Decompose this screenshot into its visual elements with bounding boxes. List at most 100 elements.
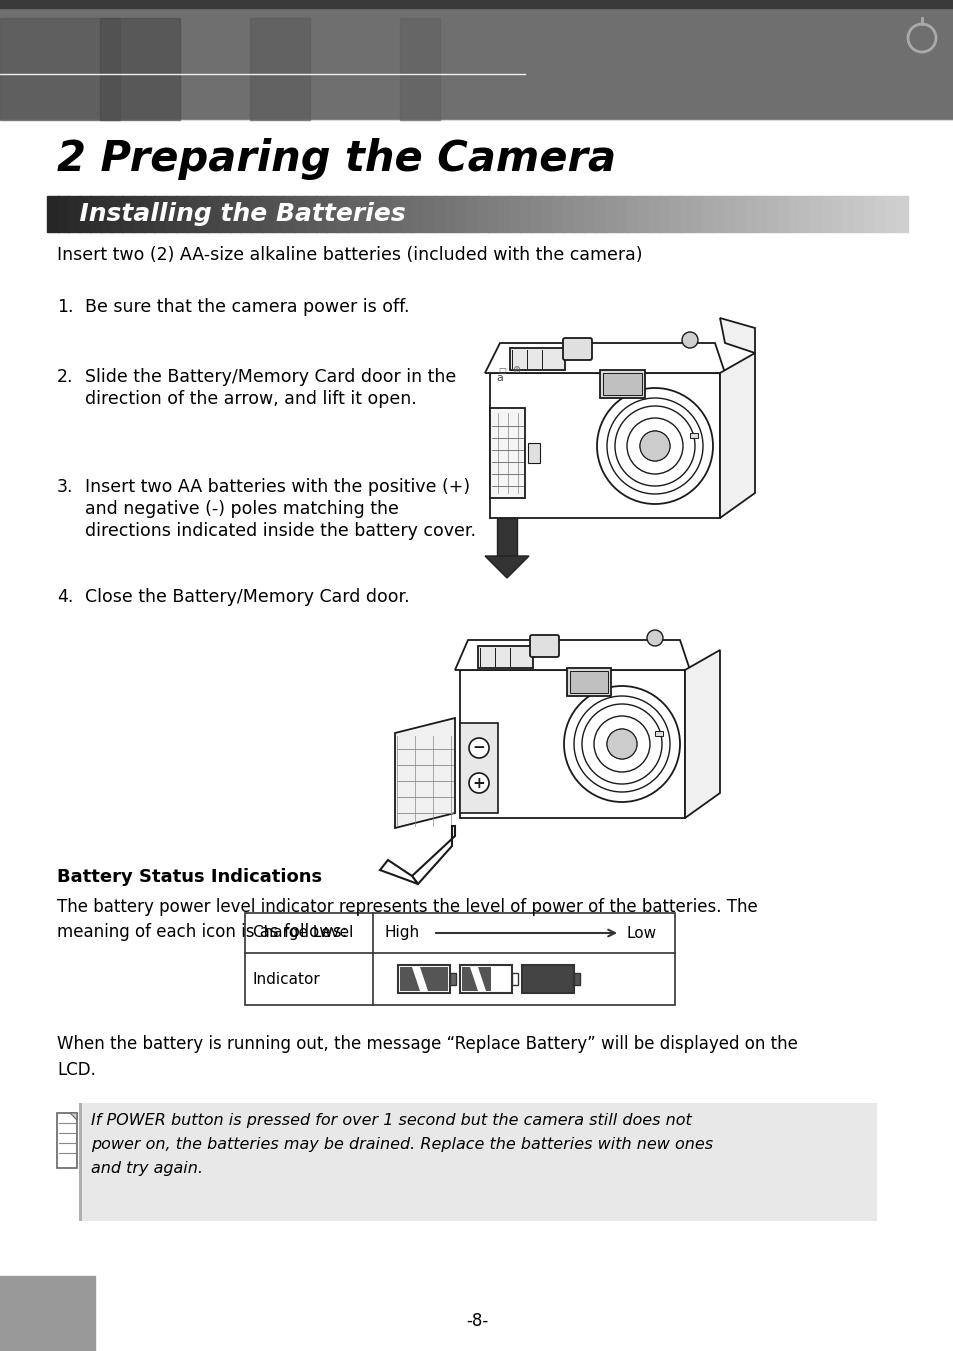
Circle shape — [646, 630, 662, 646]
Bar — [245, 913, 675, 1005]
Bar — [283, 196, 294, 232]
Bar — [459, 723, 497, 813]
Text: If POWER button is pressed for over 1 second but the camera still does not
power: If POWER button is pressed for over 1 se… — [91, 1113, 713, 1175]
Text: +: + — [472, 775, 485, 790]
Bar — [450, 973, 456, 985]
Bar — [175, 196, 188, 232]
Polygon shape — [459, 670, 684, 817]
Bar — [689, 434, 698, 438]
Bar — [521, 965, 574, 993]
Bar — [315, 196, 327, 232]
Text: 2.: 2. — [57, 367, 73, 386]
Polygon shape — [684, 650, 720, 817]
Bar — [250, 18, 310, 120]
Bar — [69, 196, 80, 232]
Bar — [444, 196, 456, 232]
Text: Charge Level: Charge Level — [253, 925, 353, 940]
Bar — [132, 196, 145, 232]
Bar — [262, 196, 274, 232]
Polygon shape — [720, 317, 754, 353]
Bar — [455, 196, 467, 232]
Bar — [57, 1113, 77, 1169]
Text: Low: Low — [626, 925, 657, 940]
Bar — [466, 196, 477, 232]
Bar — [852, 196, 864, 232]
Bar — [112, 196, 123, 232]
Bar — [144, 196, 155, 232]
Bar — [369, 196, 381, 232]
Polygon shape — [379, 861, 417, 884]
Bar — [399, 967, 448, 992]
Bar — [497, 517, 517, 558]
Text: 1.: 1. — [57, 299, 73, 316]
Bar — [616, 196, 628, 232]
Text: The battery power level indicator represents the level of power of the batteries: The battery power level indicator repres… — [57, 898, 757, 916]
Bar — [58, 196, 70, 232]
Text: ⊕: ⊕ — [512, 365, 519, 376]
Bar — [659, 196, 671, 232]
Text: 3.: 3. — [57, 478, 73, 496]
Bar — [380, 196, 392, 232]
Text: 2 Preparing the Camera: 2 Preparing the Camera — [57, 138, 616, 180]
Text: Insert two AA batteries with the positive (+): Insert two AA batteries with the positiv… — [85, 478, 470, 496]
Bar — [477, 646, 533, 667]
Bar — [799, 196, 810, 232]
Text: Insert two (2) AA-size alkaline batteries (included with the camera): Insert two (2) AA-size alkaline batterie… — [57, 246, 641, 263]
Bar — [552, 196, 563, 232]
Circle shape — [606, 730, 637, 759]
Bar — [874, 196, 885, 232]
Bar — [602, 373, 641, 394]
Bar — [756, 196, 767, 232]
FancyBboxPatch shape — [530, 635, 558, 657]
Bar — [510, 349, 564, 370]
Text: High: High — [385, 925, 419, 940]
Bar — [541, 196, 553, 232]
Bar — [512, 973, 517, 985]
Circle shape — [681, 332, 698, 349]
Bar — [79, 1102, 82, 1221]
Text: and negative (-) poles matching the: and negative (-) poles matching the — [85, 500, 398, 517]
Bar — [273, 196, 284, 232]
Polygon shape — [470, 967, 485, 992]
Bar — [574, 973, 579, 985]
Text: Be sure that the camera power is off.: Be sure that the camera power is off. — [85, 299, 409, 316]
Text: 4.: 4. — [57, 588, 73, 607]
Bar — [230, 196, 241, 232]
Bar — [197, 196, 209, 232]
Bar — [655, 731, 662, 736]
Text: meaning of each icon is as follows:: meaning of each icon is as follows: — [57, 923, 347, 942]
Bar — [895, 196, 907, 232]
Polygon shape — [720, 353, 754, 517]
Bar — [399, 18, 439, 120]
Bar — [599, 370, 644, 399]
Bar — [0, 18, 120, 120]
Bar — [348, 196, 359, 232]
Bar — [595, 196, 606, 232]
Circle shape — [469, 738, 489, 758]
Text: a: a — [497, 373, 503, 382]
Bar — [670, 196, 681, 232]
Bar — [391, 196, 402, 232]
Bar — [358, 196, 370, 232]
Bar — [219, 196, 231, 232]
Bar — [0, 0, 953, 8]
Bar — [562, 196, 574, 232]
Bar — [240, 196, 252, 232]
Text: When the battery is running out, the message “Replace Battery” will be displayed: When the battery is running out, the mes… — [57, 1035, 797, 1052]
Polygon shape — [490, 373, 720, 517]
Bar — [326, 196, 338, 232]
Bar — [569, 671, 607, 693]
Bar — [745, 196, 757, 232]
Bar — [734, 196, 746, 232]
Polygon shape — [412, 825, 455, 884]
Bar — [509, 196, 520, 232]
Bar — [841, 196, 853, 232]
Text: Close the Battery/Memory Card door.: Close the Battery/Memory Card door. — [85, 588, 409, 607]
Bar — [337, 196, 349, 232]
Bar — [627, 196, 639, 232]
Text: directions indicated inside the battery cover.: directions indicated inside the battery … — [85, 521, 476, 540]
Text: Battery Status Indications: Battery Status Indications — [57, 867, 322, 886]
Bar — [79, 196, 91, 232]
Bar — [461, 967, 490, 992]
Text: direction of the arrow, and lift it open.: direction of the arrow, and lift it open… — [85, 390, 416, 408]
